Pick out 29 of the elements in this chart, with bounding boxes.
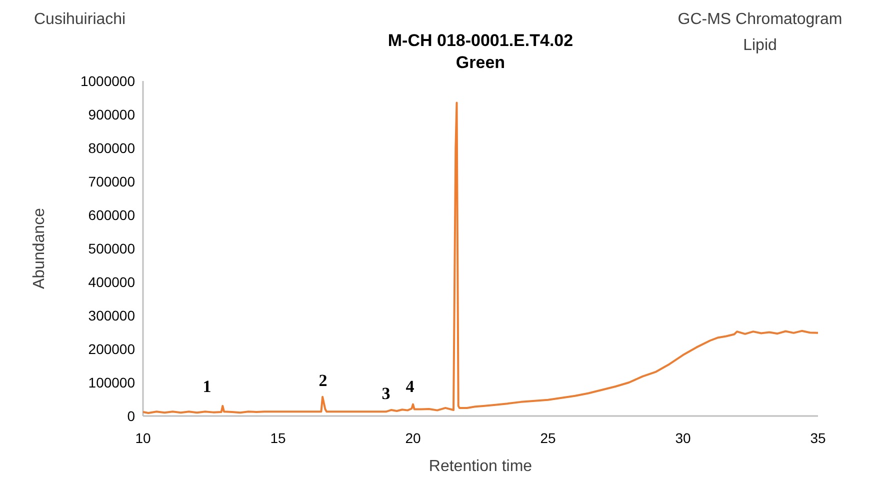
- y-tick-label: 1000000: [80, 72, 136, 89]
- text: Lipid: [743, 37, 777, 54]
- text: Cusihuiriachi: [34, 11, 126, 28]
- x-tick-label: 10: [135, 430, 151, 446]
- annotation: 3: [382, 384, 390, 403]
- x-tick-label: 15: [270, 430, 286, 446]
- y-axis-title: Abundance: [31, 208, 48, 289]
- y-tick-label: 300000: [88, 307, 136, 324]
- x-tick-label: 30: [675, 430, 691, 446]
- y-tick-label: 500000: [88, 240, 136, 256]
- chart-subtitle: Green: [456, 53, 506, 72]
- y-tick-label: 700000: [88, 173, 136, 190]
- y-tick-label: 800000: [88, 140, 136, 156]
- y-tick-label: 900000: [88, 106, 136, 122]
- annotation: 1: [202, 377, 212, 396]
- text: GC-MS Chromatogram: [678, 11, 842, 28]
- y-tick-label: 400000: [88, 274, 136, 290]
- x-tick-label: 35: [810, 430, 826, 446]
- x-tick-label: 20: [405, 430, 421, 446]
- annotation: 4: [406, 377, 415, 396]
- y-tick-label: 600000: [88, 206, 136, 223]
- annotation: 2: [318, 371, 328, 390]
- chart-title: M-CH 018-0001.E.T4.02: [388, 31, 574, 50]
- line-series: [142, 102, 819, 414]
- x-tick-label: 25: [540, 430, 556, 446]
- y-tick-label: 0: [127, 408, 136, 424]
- y-tick-label: 200000: [88, 340, 136, 357]
- y-tick-label: 100000: [88, 374, 136, 390]
- x-axis-title: Retention time: [428, 458, 532, 475]
